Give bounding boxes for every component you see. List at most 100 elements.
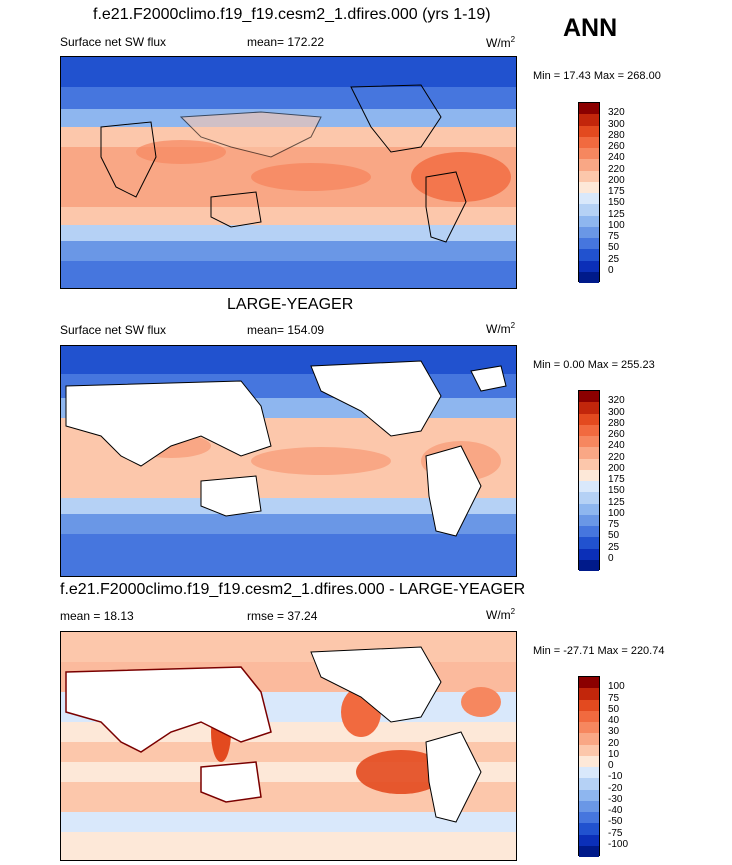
colorbar-tick-label: 260 (608, 141, 625, 152)
colorbar-tick-label: 50 (608, 530, 620, 542)
colorbar-tick-label: -10 (608, 771, 623, 783)
colorbar-segment (579, 481, 599, 493)
colorbar-segment (579, 271, 599, 283)
map-obs (60, 345, 517, 577)
colorbar-segment (579, 114, 599, 126)
map-diff (60, 631, 517, 861)
colorbar-segment (579, 469, 599, 481)
colorbar-segment (579, 526, 599, 538)
colorbar-segment (579, 699, 599, 711)
colorbar-tick-label: 280 (608, 417, 625, 429)
colorbar-segment (579, 559, 599, 571)
colorbar-segment (579, 447, 599, 459)
colorbar-segment (579, 215, 599, 227)
colorbar-tick-label: 320 (608, 395, 625, 407)
panel-units: W/m2 (486, 321, 516, 336)
colorbar-tick-label: 100 (608, 681, 625, 693)
colorbar-segment (579, 823, 599, 835)
colorbar-tick-label: -75 (608, 827, 623, 839)
colorbar-segment (579, 789, 599, 801)
colorbar-tick-label: 20 (608, 737, 620, 749)
panel-center-label: rmse = 37.24 (247, 609, 318, 623)
panel-units: W/m2 (486, 607, 516, 622)
colorbar-tick-label: 280 (608, 129, 625, 141)
colorbar-tick-label: 300 (608, 118, 625, 130)
colorbar-segment (579, 722, 599, 734)
colorbar-segment (579, 834, 599, 846)
colorbar-tick-label: 25 (608, 253, 620, 265)
colorbar-tick-label: 320 (608, 107, 625, 119)
colorbar-segment (579, 688, 599, 700)
colorbar-tick-label: 300 (608, 406, 625, 418)
colorbar-tick-label: 220 (608, 163, 625, 175)
colorbar-segment (579, 800, 599, 812)
colorbar-tick-label: 25 (608, 541, 620, 553)
colorbar-segment (579, 204, 599, 216)
colorbar-tick-label: 240 (608, 152, 625, 164)
colorbar-segment (579, 436, 599, 448)
colorbar-tick-label: 260 (608, 429, 625, 440)
colorbar (578, 102, 600, 283)
colorbar-tick-label: 240 (608, 440, 625, 452)
colorbar-tick-label: 175 (608, 474, 625, 485)
colorbar-segment (579, 537, 599, 549)
colorbar-tick-label: 10 (608, 748, 620, 760)
colorbar-tick-label: 220 (608, 451, 625, 463)
panel-left-label: Surface net SW flux (60, 35, 167, 49)
panel-left-label: mean = 18.13 (60, 609, 134, 623)
colorbar-tick-label: -100 (608, 838, 629, 850)
colorbar-segment (579, 548, 599, 560)
colorbar-segment (579, 424, 599, 436)
colorbar-tick-label: 0 (608, 760, 614, 771)
colorbar-segment (579, 514, 599, 526)
map-model (60, 56, 517, 289)
colorbar-tick-label: 175 (608, 186, 625, 197)
colorbar-tick-label: 200 (608, 462, 625, 474)
colorbar-segment (579, 148, 599, 160)
panel-center-label: mean= 172.22 (247, 35, 325, 49)
colorbar-segment (579, 492, 599, 504)
colorbar-tick-label: 75 (608, 519, 620, 530)
colorbar-segment (579, 458, 599, 470)
colorbar-tick-label: 0 (608, 264, 614, 276)
colorbar-segment (579, 103, 599, 115)
colorbar-segment (579, 778, 599, 790)
colorbar-segment (579, 226, 599, 238)
colorbar (578, 676, 600, 857)
panel-minmax: Min = 0.00 Max = 255.23 (533, 359, 655, 371)
colorbar-segment (579, 159, 599, 171)
colorbar-segment (579, 249, 599, 261)
colorbar-tick-label: 30 (608, 726, 620, 738)
colorbar-tick-label: 50 (608, 242, 620, 254)
main-title: ANN (563, 14, 618, 42)
panel-center-label: mean= 154.09 (247, 323, 325, 337)
panel-title: LARGE-YEAGER (227, 296, 354, 313)
colorbar-segment (579, 413, 599, 425)
colorbar-segment (579, 136, 599, 148)
panel-left-label: Surface net SW flux (60, 323, 167, 337)
colorbar-tick-label: 100 (608, 507, 625, 519)
colorbar-tick-label: 200 (608, 174, 625, 186)
colorbar-segment (579, 733, 599, 745)
colorbar-tick-label: -20 (608, 782, 623, 794)
colorbar-segment (579, 181, 599, 193)
colorbar-segment (579, 767, 599, 779)
colorbar-segment (579, 193, 599, 205)
colorbar (578, 390, 600, 571)
colorbar-segment (579, 503, 599, 515)
colorbar-tick-label: -30 (608, 793, 623, 805)
colorbar-segment (579, 755, 599, 767)
panel-title: f.e21.F2000climo.f19_f19.cesm2_1.dfires.… (60, 581, 526, 598)
colorbar-tick-label: 125 (608, 208, 625, 220)
colorbar-segment (579, 677, 599, 689)
colorbar-tick-label: -40 (608, 805, 623, 816)
colorbar-segment (579, 402, 599, 414)
colorbar-segment (579, 238, 599, 250)
panel-units: W/m2 (486, 35, 516, 50)
colorbar-tick-label: 75 (608, 231, 620, 242)
colorbar-segment (579, 744, 599, 756)
colorbar-segment (579, 125, 599, 137)
colorbar-segment (579, 260, 599, 272)
colorbar-tick-label: 150 (608, 197, 625, 209)
colorbar-segment (579, 391, 599, 403)
